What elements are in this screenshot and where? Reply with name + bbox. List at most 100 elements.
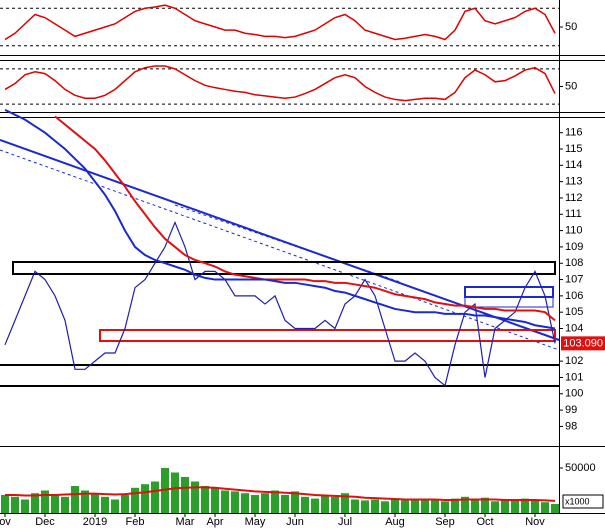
- volume-bar: [351, 499, 359, 513]
- volume-bar: [181, 477, 189, 513]
- y-tick-label: 50: [565, 80, 577, 92]
- volume-bar: [281, 495, 289, 513]
- volume-bar: [491, 501, 499, 513]
- y-tick-label: 108: [565, 257, 583, 269]
- volume-bar: [111, 499, 119, 513]
- y-tick-label: 107: [565, 273, 583, 285]
- volume-bar: [361, 500, 369, 513]
- volume-bar: [221, 490, 229, 513]
- volume-bar: [151, 481, 159, 513]
- volume-bar: [101, 496, 109, 513]
- x-tick-label: Nov: [525, 516, 545, 528]
- volume-bar: [321, 495, 329, 513]
- volume-bar: [461, 496, 469, 513]
- x-tick-label: May: [245, 516, 266, 528]
- volume-bar: [271, 490, 279, 513]
- volume-bar: [211, 487, 219, 513]
- y-tick-label: 105: [565, 306, 583, 318]
- price-label: 103.090: [563, 337, 603, 349]
- y-tick-label: 99: [565, 404, 577, 416]
- volume-bar: [21, 499, 29, 513]
- volume-bar: [171, 472, 179, 513]
- x-tick-label: Aug: [385, 516, 405, 528]
- y-tick-label: 116: [565, 127, 583, 139]
- y-tick-label: 109: [565, 241, 583, 253]
- volume-bar: [341, 493, 349, 513]
- volume-bar: [1, 495, 9, 513]
- annotations: [0, 139, 560, 387]
- volume-bar: [191, 481, 199, 513]
- y-tick-label: 114: [565, 159, 583, 171]
- volume-bar: [81, 490, 89, 513]
- volume-bar: [391, 499, 399, 513]
- x-tick-label: Apr: [206, 516, 223, 528]
- volume-bar: [441, 501, 449, 513]
- support-box: [12, 261, 556, 275]
- x-tick-label: Feb: [126, 516, 145, 528]
- volume-bar: [91, 493, 99, 513]
- y-tick-label: 98: [565, 420, 577, 432]
- x-tick-label: Oct: [476, 516, 493, 528]
- volume-bar: [231, 491, 239, 513]
- volume-bar: [201, 486, 209, 513]
- x-tick-label: Jul: [338, 516, 352, 528]
- volume-bar: [41, 490, 49, 513]
- volume-bar: [241, 493, 249, 513]
- volume-bar: [531, 500, 539, 513]
- y-tick-label: 100: [565, 388, 583, 400]
- line: [4, 220, 556, 387]
- volume-bar: [331, 496, 339, 513]
- volume-bar: [521, 498, 529, 513]
- volume-bar: [11, 496, 19, 513]
- x-tick-label: 2019: [83, 516, 107, 528]
- volume-bar: [381, 501, 389, 513]
- volume-bar: [51, 495, 59, 513]
- x-tick-label: Jun: [286, 516, 304, 528]
- line: [54, 115, 556, 322]
- y-tick-label: 102: [565, 355, 583, 367]
- volume-bar: [501, 500, 509, 513]
- y-tick-label: 111: [565, 208, 582, 220]
- volume-bar: [131, 487, 139, 513]
- volume-bar: [451, 498, 459, 513]
- line: [4, 4, 556, 41]
- resistance-box: [99, 329, 556, 342]
- volume-bar: [61, 496, 69, 513]
- line: [4, 108, 556, 330]
- volume-bar: [71, 486, 79, 513]
- volume-bar: [291, 491, 299, 513]
- unit-box: [562, 494, 604, 509]
- volume-bar: [511, 499, 519, 513]
- volume-bar: [141, 484, 149, 513]
- volume-bar: [431, 500, 439, 513]
- x-tick-label: Sep: [435, 516, 455, 528]
- volume-bar: [251, 495, 259, 513]
- volume-bar: [31, 493, 39, 513]
- x-tick-label: Mar: [176, 516, 195, 528]
- volume-bar: [261, 493, 269, 513]
- volume-bar: [541, 502, 549, 513]
- volume-bar: [481, 497, 489, 513]
- y-tick-label: 104: [565, 322, 583, 334]
- y-tick-label: 113: [565, 176, 583, 188]
- y-tick-label: 50: [565, 21, 577, 33]
- volume-bar: [121, 495, 129, 513]
- y-tick-label: 115: [565, 143, 583, 155]
- y-tick-label: 112: [565, 192, 583, 204]
- volume-bar: [311, 498, 319, 513]
- volume-bar: [551, 504, 559, 513]
- y-tick-label: 110: [565, 225, 583, 237]
- y-tick-label: 101: [565, 371, 583, 383]
- trend-line-dashed: [174, 204, 401, 283]
- volume-bar: [371, 499, 379, 513]
- x-tick-label: ov: [0, 516, 11, 528]
- unit-label: x1000: [565, 496, 590, 506]
- x-tick-label: Dec: [35, 516, 55, 528]
- volume-bar: [421, 499, 429, 513]
- volume-bar: [411, 498, 419, 513]
- line: [5, 486, 556, 502]
- trend-line-dashed: [0, 149, 560, 351]
